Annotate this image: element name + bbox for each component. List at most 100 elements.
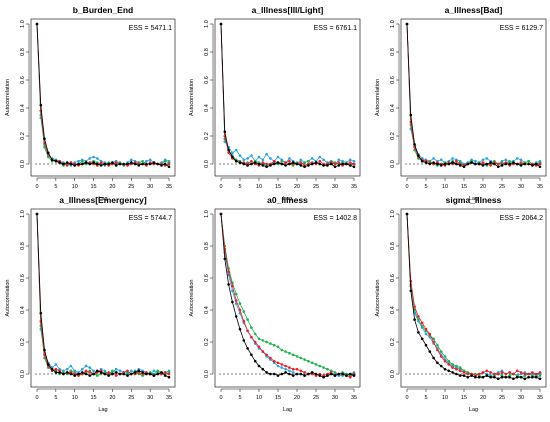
acf-point xyxy=(276,345,280,349)
acf-point xyxy=(238,327,242,331)
acf-point xyxy=(231,284,234,288)
x-tick-label: 5 xyxy=(54,395,57,401)
acf-point xyxy=(341,372,344,376)
x-axis-label: Lag xyxy=(283,196,292,202)
acf-point xyxy=(489,164,492,167)
acf-point xyxy=(291,374,295,377)
acf-point xyxy=(65,161,69,164)
acf-point xyxy=(47,151,50,155)
acf-point xyxy=(284,364,287,368)
acf-point xyxy=(538,371,542,374)
acf-point xyxy=(420,159,424,163)
acf-point xyxy=(73,164,76,167)
acf-point xyxy=(145,162,148,166)
acf-point xyxy=(458,164,462,167)
x-tick-label: 10 xyxy=(256,395,262,401)
acf-point xyxy=(527,159,530,163)
acf-point xyxy=(253,340,257,344)
acf-point xyxy=(348,164,352,167)
acf-point xyxy=(474,375,477,379)
x-tick-label: 0 xyxy=(35,395,38,401)
acf-point xyxy=(81,371,84,374)
x-tick-label: 10 xyxy=(72,395,78,401)
acf-point xyxy=(288,351,291,355)
acf-point xyxy=(477,375,481,379)
panel-title: b_Burden_End xyxy=(73,5,133,15)
acf-point xyxy=(88,371,92,374)
acf-point xyxy=(156,162,159,166)
acf-point xyxy=(531,371,534,374)
acf-point xyxy=(352,162,356,166)
acf-point xyxy=(291,161,295,164)
acf-point xyxy=(288,366,291,369)
x-tick-label: 35 xyxy=(166,184,172,190)
y-tick-label: 0.0 xyxy=(20,160,26,168)
acf-point xyxy=(291,367,295,371)
acf-point xyxy=(99,371,103,374)
acf-series-line xyxy=(220,213,355,377)
acf-point xyxy=(43,353,46,357)
acf-point xyxy=(261,350,265,353)
x-tick-label: 15 xyxy=(461,395,467,401)
acf-point xyxy=(458,369,462,373)
acf-point xyxy=(265,340,268,344)
acf-point xyxy=(493,375,496,379)
acf-point xyxy=(333,165,337,169)
x-tick-label: 35 xyxy=(537,184,543,190)
x-tick-label: 35 xyxy=(351,184,357,190)
acf-point xyxy=(451,371,454,374)
acf-point xyxy=(458,366,462,369)
x-tick-label: 20 xyxy=(109,184,115,190)
acf-point xyxy=(496,377,500,381)
acf-point xyxy=(276,374,280,377)
y-tick-label: 0.4 xyxy=(20,306,26,314)
acf-point xyxy=(299,161,303,164)
acf-point xyxy=(50,367,54,371)
acf-series-line xyxy=(406,213,541,377)
acf-point xyxy=(291,371,295,374)
acf-point xyxy=(345,374,348,377)
acf-point xyxy=(257,345,261,349)
acf-point xyxy=(451,161,454,164)
acf-point xyxy=(130,372,133,376)
acf-point xyxy=(148,158,152,162)
acf-point xyxy=(538,165,542,169)
acf-point xyxy=(99,164,103,167)
acf-point xyxy=(92,372,95,376)
acf-point xyxy=(238,302,242,305)
acf-point xyxy=(318,162,322,166)
y-axis-label: Autocorrelation xyxy=(5,280,11,317)
acf-point xyxy=(39,103,43,107)
acf-point xyxy=(458,374,462,377)
acf-point xyxy=(227,270,230,273)
acf-point xyxy=(234,148,238,152)
acf-point xyxy=(65,371,69,374)
acf-point xyxy=(413,305,416,309)
acf-point xyxy=(69,372,73,376)
acf-point xyxy=(538,162,542,166)
acf-point xyxy=(310,371,314,374)
acf-point xyxy=(253,332,257,336)
acf-point xyxy=(114,367,118,371)
acf-point xyxy=(481,371,485,374)
acf-point xyxy=(470,161,473,164)
acf-point xyxy=(466,162,470,166)
acf-series-line xyxy=(36,23,170,166)
acf-point xyxy=(231,300,234,304)
acf-point xyxy=(257,155,261,159)
acf-point xyxy=(489,371,492,374)
acf-point xyxy=(512,377,515,381)
acf-point xyxy=(531,375,534,379)
acf-panel: a_Illness[Ill/Light] ESS = 6761.1 0.0 0.2 0.… xyxy=(189,5,361,202)
x-tick-label: 10 xyxy=(442,184,448,190)
acf-point xyxy=(409,289,413,293)
x-tick-label: 10 xyxy=(442,395,448,401)
acf-series-line xyxy=(406,23,541,168)
y-tick-label: 0.4 xyxy=(204,104,210,112)
acf-point xyxy=(152,161,156,164)
acf-point xyxy=(322,375,325,379)
acf-point xyxy=(54,367,58,371)
acf-point xyxy=(455,162,458,166)
acf-point xyxy=(265,353,268,357)
x-tick-label: 0 xyxy=(35,184,38,190)
